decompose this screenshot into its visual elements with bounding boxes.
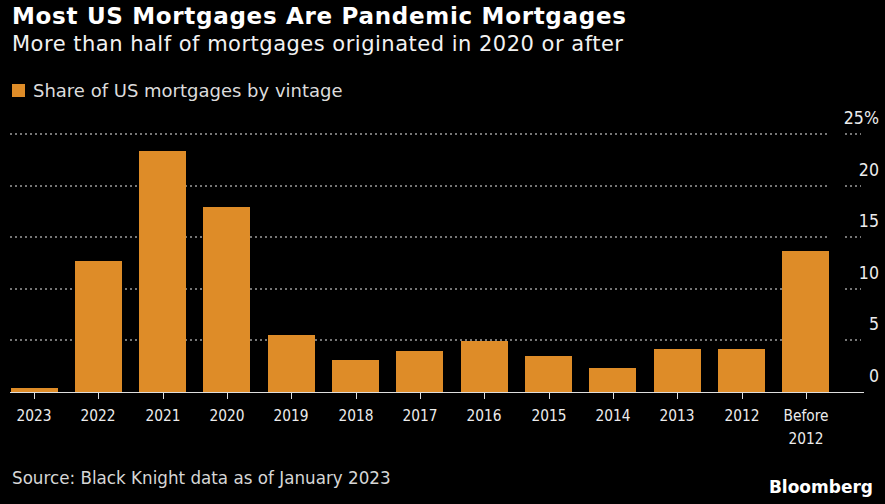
x-axis-label: 2022: [69, 404, 127, 427]
x-axis-tick: [677, 393, 678, 399]
y-axis-label: 10: [826, 262, 879, 283]
page-title: Most US Mortgages Are Pandemic Mortgages: [12, 3, 627, 29]
x-axis-baseline: [10, 392, 864, 393]
bar: [75, 261, 122, 392]
x-axis-tick: [806, 393, 807, 399]
bar: [782, 251, 829, 392]
gridline: [10, 339, 829, 341]
x-axis-tick: [484, 393, 485, 399]
x-axis-tick: [98, 393, 99, 399]
x-axis-tick: [356, 393, 357, 399]
chart-page: Most US Mortgages Are Pandemic Mortgages…: [0, 0, 885, 504]
gridline-tick: [845, 288, 861, 290]
y-axis-label: 20: [826, 159, 879, 180]
bar: [139, 151, 186, 392]
x-axis-tick: [549, 393, 550, 399]
gridline-tick: [845, 339, 861, 341]
x-axis-label: 2019: [262, 404, 320, 427]
bar: [654, 349, 701, 392]
y-axis-label: 0: [826, 365, 879, 386]
x-axis-tick: [613, 393, 614, 399]
bar: [332, 360, 379, 392]
x-axis-label: 2017: [391, 404, 449, 427]
bar: [718, 349, 765, 392]
x-axis-label: 2015: [519, 404, 577, 427]
x-axis-label: 2020: [198, 404, 256, 427]
x-axis-label: 2023: [5, 404, 63, 427]
bar: [11, 388, 58, 392]
legend-swatch-icon: [12, 84, 25, 97]
x-axis-label: 2021: [133, 404, 191, 427]
gridline: [10, 288, 829, 290]
x-axis-tick: [163, 393, 164, 399]
x-axis-tick: [291, 393, 292, 399]
y-axis-label: 25%: [826, 107, 879, 128]
x-axis-label: 2018: [326, 404, 384, 427]
y-axis-label: 5: [826, 313, 879, 334]
page-subtitle: More than half of mortgages originated i…: [12, 32, 623, 56]
bloomberg-logo: Bloomberg: [769, 477, 873, 497]
x-axis-tick: [34, 393, 35, 399]
gridline: [10, 133, 829, 135]
bar: [396, 351, 443, 392]
x-axis-label: 2013: [648, 404, 706, 427]
x-axis-label: 2014: [584, 404, 642, 427]
x-axis-label: Before 2012: [777, 404, 835, 450]
x-axis-tick: [227, 393, 228, 399]
bar: [203, 207, 250, 392]
x-axis-tick: [742, 393, 743, 399]
source-note: Source: Black Knight data as of January …: [12, 467, 391, 488]
bar: [589, 368, 636, 392]
gridline: [10, 236, 829, 238]
gridline-tick: [845, 133, 861, 135]
x-axis-label: 2016: [455, 404, 513, 427]
gridline: [10, 185, 829, 187]
x-axis-tick: [420, 393, 421, 399]
legend-label: Share of US mortgages by vintage: [33, 80, 343, 101]
legend: Share of US mortgages by vintage: [12, 80, 343, 101]
bar: [525, 356, 572, 392]
bar: [268, 335, 315, 392]
x-axis-label: 2012: [712, 404, 770, 427]
bar: [461, 341, 508, 392]
gridline-tick: [845, 236, 861, 238]
gridline-tick: [845, 185, 861, 187]
y-axis-label: 15: [826, 210, 879, 231]
